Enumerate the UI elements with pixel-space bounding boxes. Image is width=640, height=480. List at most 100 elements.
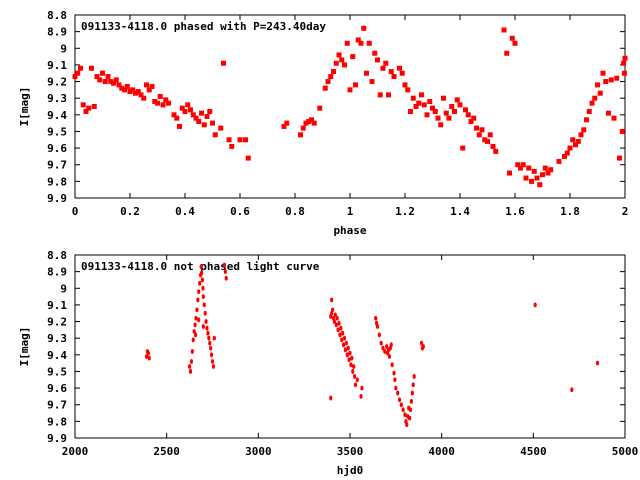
data-point bbox=[419, 92, 424, 98]
data-point bbox=[199, 270, 204, 276]
data-point bbox=[196, 297, 200, 303]
data-point bbox=[336, 52, 342, 58]
data-point bbox=[529, 178, 534, 184]
data-point bbox=[329, 395, 333, 401]
data-point bbox=[311, 120, 317, 126]
data-point bbox=[75, 70, 81, 76]
data-point bbox=[501, 27, 507, 33]
data-point bbox=[111, 80, 116, 86]
data-point bbox=[567, 145, 573, 151]
data-point bbox=[113, 77, 119, 83]
data-point bbox=[189, 359, 194, 364]
data-point bbox=[452, 108, 457, 114]
unphased-y-tick-label: 8.8 bbox=[47, 249, 67, 262]
data-point bbox=[350, 54, 356, 60]
data-point bbox=[360, 385, 364, 391]
data-point bbox=[80, 102, 86, 108]
data-point bbox=[185, 102, 191, 108]
phased-y-tick-label: 9 bbox=[60, 42, 67, 55]
data-point bbox=[545, 170, 551, 176]
data-point bbox=[171, 112, 177, 118]
data-point bbox=[413, 104, 419, 109]
unphased-y-tick-label: 9.6 bbox=[47, 382, 67, 395]
data-point bbox=[379, 340, 383, 346]
data-point bbox=[348, 350, 352, 356]
data-point bbox=[457, 102, 463, 108]
data-point bbox=[210, 359, 215, 364]
data-point bbox=[419, 340, 424, 346]
data-point bbox=[533, 302, 537, 308]
data-point bbox=[463, 107, 468, 113]
data-point bbox=[245, 155, 251, 161]
data-point bbox=[393, 377, 397, 383]
data-point bbox=[300, 125, 306, 131]
data-point bbox=[135, 89, 141, 95]
data-point bbox=[209, 352, 214, 358]
unphased-plot-frame bbox=[74, 254, 626, 439]
data-point bbox=[284, 120, 290, 126]
data-point bbox=[606, 110, 611, 116]
data-point bbox=[597, 90, 603, 96]
data-point bbox=[317, 105, 323, 111]
data-point bbox=[617, 155, 622, 161]
data-point bbox=[94, 74, 100, 80]
phased-x-tick-label: 0.2 bbox=[120, 205, 140, 218]
phased-y-tick-label: 8.8 bbox=[47, 9, 67, 22]
data-point bbox=[330, 297, 334, 303]
unphased-y-tick-label: 9.7 bbox=[47, 399, 67, 412]
data-point bbox=[337, 320, 341, 326]
data-point bbox=[621, 60, 627, 66]
data-point bbox=[100, 70, 105, 76]
data-point bbox=[108, 79, 114, 85]
data-point bbox=[361, 25, 367, 31]
unphased-x-tick-label: 4500 bbox=[520, 445, 547, 458]
phased-y-tick-label: 9.2 bbox=[47, 76, 67, 89]
data-point bbox=[432, 108, 438, 114]
data-point bbox=[383, 60, 389, 66]
data-point bbox=[412, 374, 416, 379]
data-point bbox=[303, 120, 309, 126]
data-point bbox=[581, 127, 587, 133]
data-point bbox=[200, 277, 205, 283]
unphased-y-tick-label: 9.8 bbox=[47, 415, 67, 428]
data-point bbox=[394, 385, 398, 391]
data-point bbox=[562, 153, 567, 159]
data-point bbox=[243, 137, 248, 143]
data-point bbox=[504, 50, 510, 56]
data-point bbox=[333, 60, 339, 66]
data-point bbox=[163, 97, 169, 103]
data-point bbox=[397, 397, 402, 403]
data-point bbox=[421, 344, 425, 349]
data-point bbox=[332, 319, 337, 324]
phased-y-tick-label: 9.7 bbox=[47, 159, 67, 172]
data-point bbox=[526, 165, 532, 171]
data-point bbox=[399, 402, 403, 408]
data-point bbox=[322, 85, 328, 91]
data-point bbox=[468, 118, 474, 124]
data-point bbox=[72, 74, 78, 80]
data-point bbox=[407, 415, 412, 421]
unphased-x-tick-label: 5000 bbox=[612, 445, 639, 458]
data-point bbox=[586, 108, 592, 114]
data-point bbox=[402, 82, 408, 88]
data-point bbox=[482, 137, 488, 143]
data-point bbox=[392, 370, 396, 376]
data-point bbox=[405, 87, 411, 93]
data-point bbox=[190, 349, 194, 354]
data-point bbox=[515, 162, 521, 168]
data-point bbox=[223, 269, 227, 275]
unphased-y-tick-label: 8.9 bbox=[47, 266, 67, 279]
data-point bbox=[430, 105, 435, 111]
data-point bbox=[449, 104, 455, 109]
data-point bbox=[614, 75, 620, 81]
data-point bbox=[343, 347, 348, 353]
phased-light-curve-panel: 0 0.2 0.4 0.6 0.8 1 1.2 1.4 1.6 1.8 2 8.8 8.9 9 9.1 9.2… bbox=[18, 9, 628, 237]
data-point bbox=[152, 99, 158, 105]
data-point bbox=[401, 407, 405, 413]
data-point bbox=[347, 87, 353, 93]
data-point bbox=[212, 335, 216, 341]
data-point bbox=[389, 342, 393, 348]
unphased-x-tick-label: 4000 bbox=[428, 445, 455, 458]
data-point bbox=[600, 70, 606, 76]
unphased-x-tick-label: 2000 bbox=[62, 445, 89, 458]
